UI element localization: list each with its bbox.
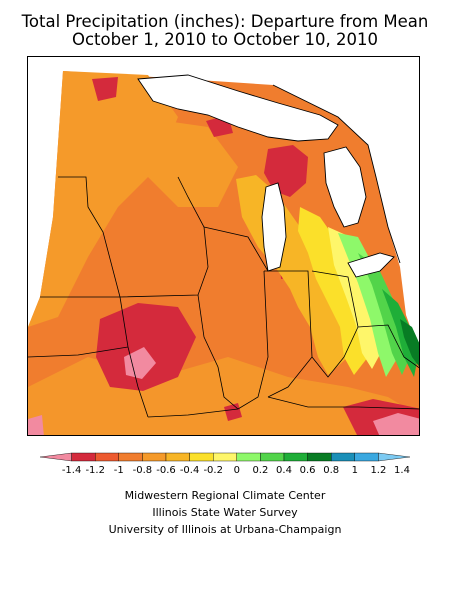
legend-swatch: [71, 452, 96, 462]
extreme-dry-missouri: [124, 347, 156, 379]
dry-patch-southwest-dot: [224, 403, 242, 421]
precipitation-map: [27, 56, 420, 436]
color-legend: -1.4 -1.2 -1 -0.8 -0.6 -0.4 -0.2 0 0.2 0.4 0.6 0.8 1…: [40, 450, 410, 480]
legend-swatch: [40, 452, 72, 462]
map-date-range: October 1, 2010 to October 10, 2010: [71, 30, 379, 49]
legend-swatch: [142, 452, 167, 462]
legend-tick-label: 0.6: [300, 465, 316, 476]
map-title: Total Precipitation (inches): Departure …: [21, 12, 429, 31]
credit-isws: Illinois State Water Survey: [152, 506, 298, 519]
near-normal-yellow: [298, 207, 368, 375]
wet-dark-green: [382, 289, 418, 377]
legend-swatch: [95, 452, 120, 462]
legend-swatch: [118, 452, 143, 462]
legend-swatch: [236, 452, 261, 462]
state-boundaries: [28, 176, 419, 418]
legend-tick-label: 1: [352, 465, 358, 476]
extreme-dry-west-edge: [28, 415, 44, 435]
credit-mrcc: Midwestern Regional Climate Center: [124, 489, 326, 502]
legend-tick-label: 1.4: [394, 465, 410, 476]
dry-patch-iowa-south: [96, 303, 196, 391]
legend-tick-label: -0.8: [133, 465, 153, 476]
legend-tick-label: -1: [114, 465, 124, 476]
lake-erie: [348, 253, 394, 277]
lake-michigan: [262, 183, 286, 271]
legend-tick-label: 0.8: [323, 465, 339, 476]
legend-tick-label: 1.2: [370, 465, 386, 476]
canada-blank: [273, 85, 419, 263]
credit-uiuc: University of Illinois at Urbana-Champai…: [108, 523, 342, 536]
legend-swatch: [283, 452, 308, 462]
map-canvas: [28, 57, 419, 435]
near-normal-light: [328, 227, 384, 369]
legend-tick-label: -0.4: [180, 465, 200, 476]
legend-tick-label: -1.2: [85, 465, 105, 476]
region-west-light: [28, 71, 178, 327]
legend-bar: -1.4 -1.2 -1 -0.8 -0.6 -0.4 -0.2 0 0.2 0.4 0.6 0.8 1…: [40, 452, 410, 476]
dry-patch-minnesota-north: [92, 77, 118, 101]
legend-swatch: [260, 452, 285, 462]
legend-swatch: [354, 452, 379, 462]
legend-swatch: [331, 452, 356, 462]
legend-swatch: [378, 452, 410, 462]
legend-swatch: [189, 452, 214, 462]
shorelines: [137, 74, 401, 278]
wet-darkest-green: [400, 319, 419, 367]
extreme-dry-kentucky: [373, 413, 419, 435]
legend-tick-label: 0.4: [276, 465, 292, 476]
legend-tick-label: 0.2: [252, 465, 268, 476]
legend-swatch: [165, 452, 190, 462]
legend-tick-label: -0.6: [156, 465, 176, 476]
region-upper-light: [138, 117, 238, 207]
legend-swatch: [307, 452, 332, 462]
legend-tick-label: -0.2: [203, 465, 223, 476]
legend-tick-label: 0: [234, 465, 240, 476]
lake-superior: [138, 75, 338, 141]
wet-green: [358, 253, 410, 375]
legend-swatch: [212, 452, 237, 462]
legend-tick-label: -1.4: [62, 465, 82, 476]
